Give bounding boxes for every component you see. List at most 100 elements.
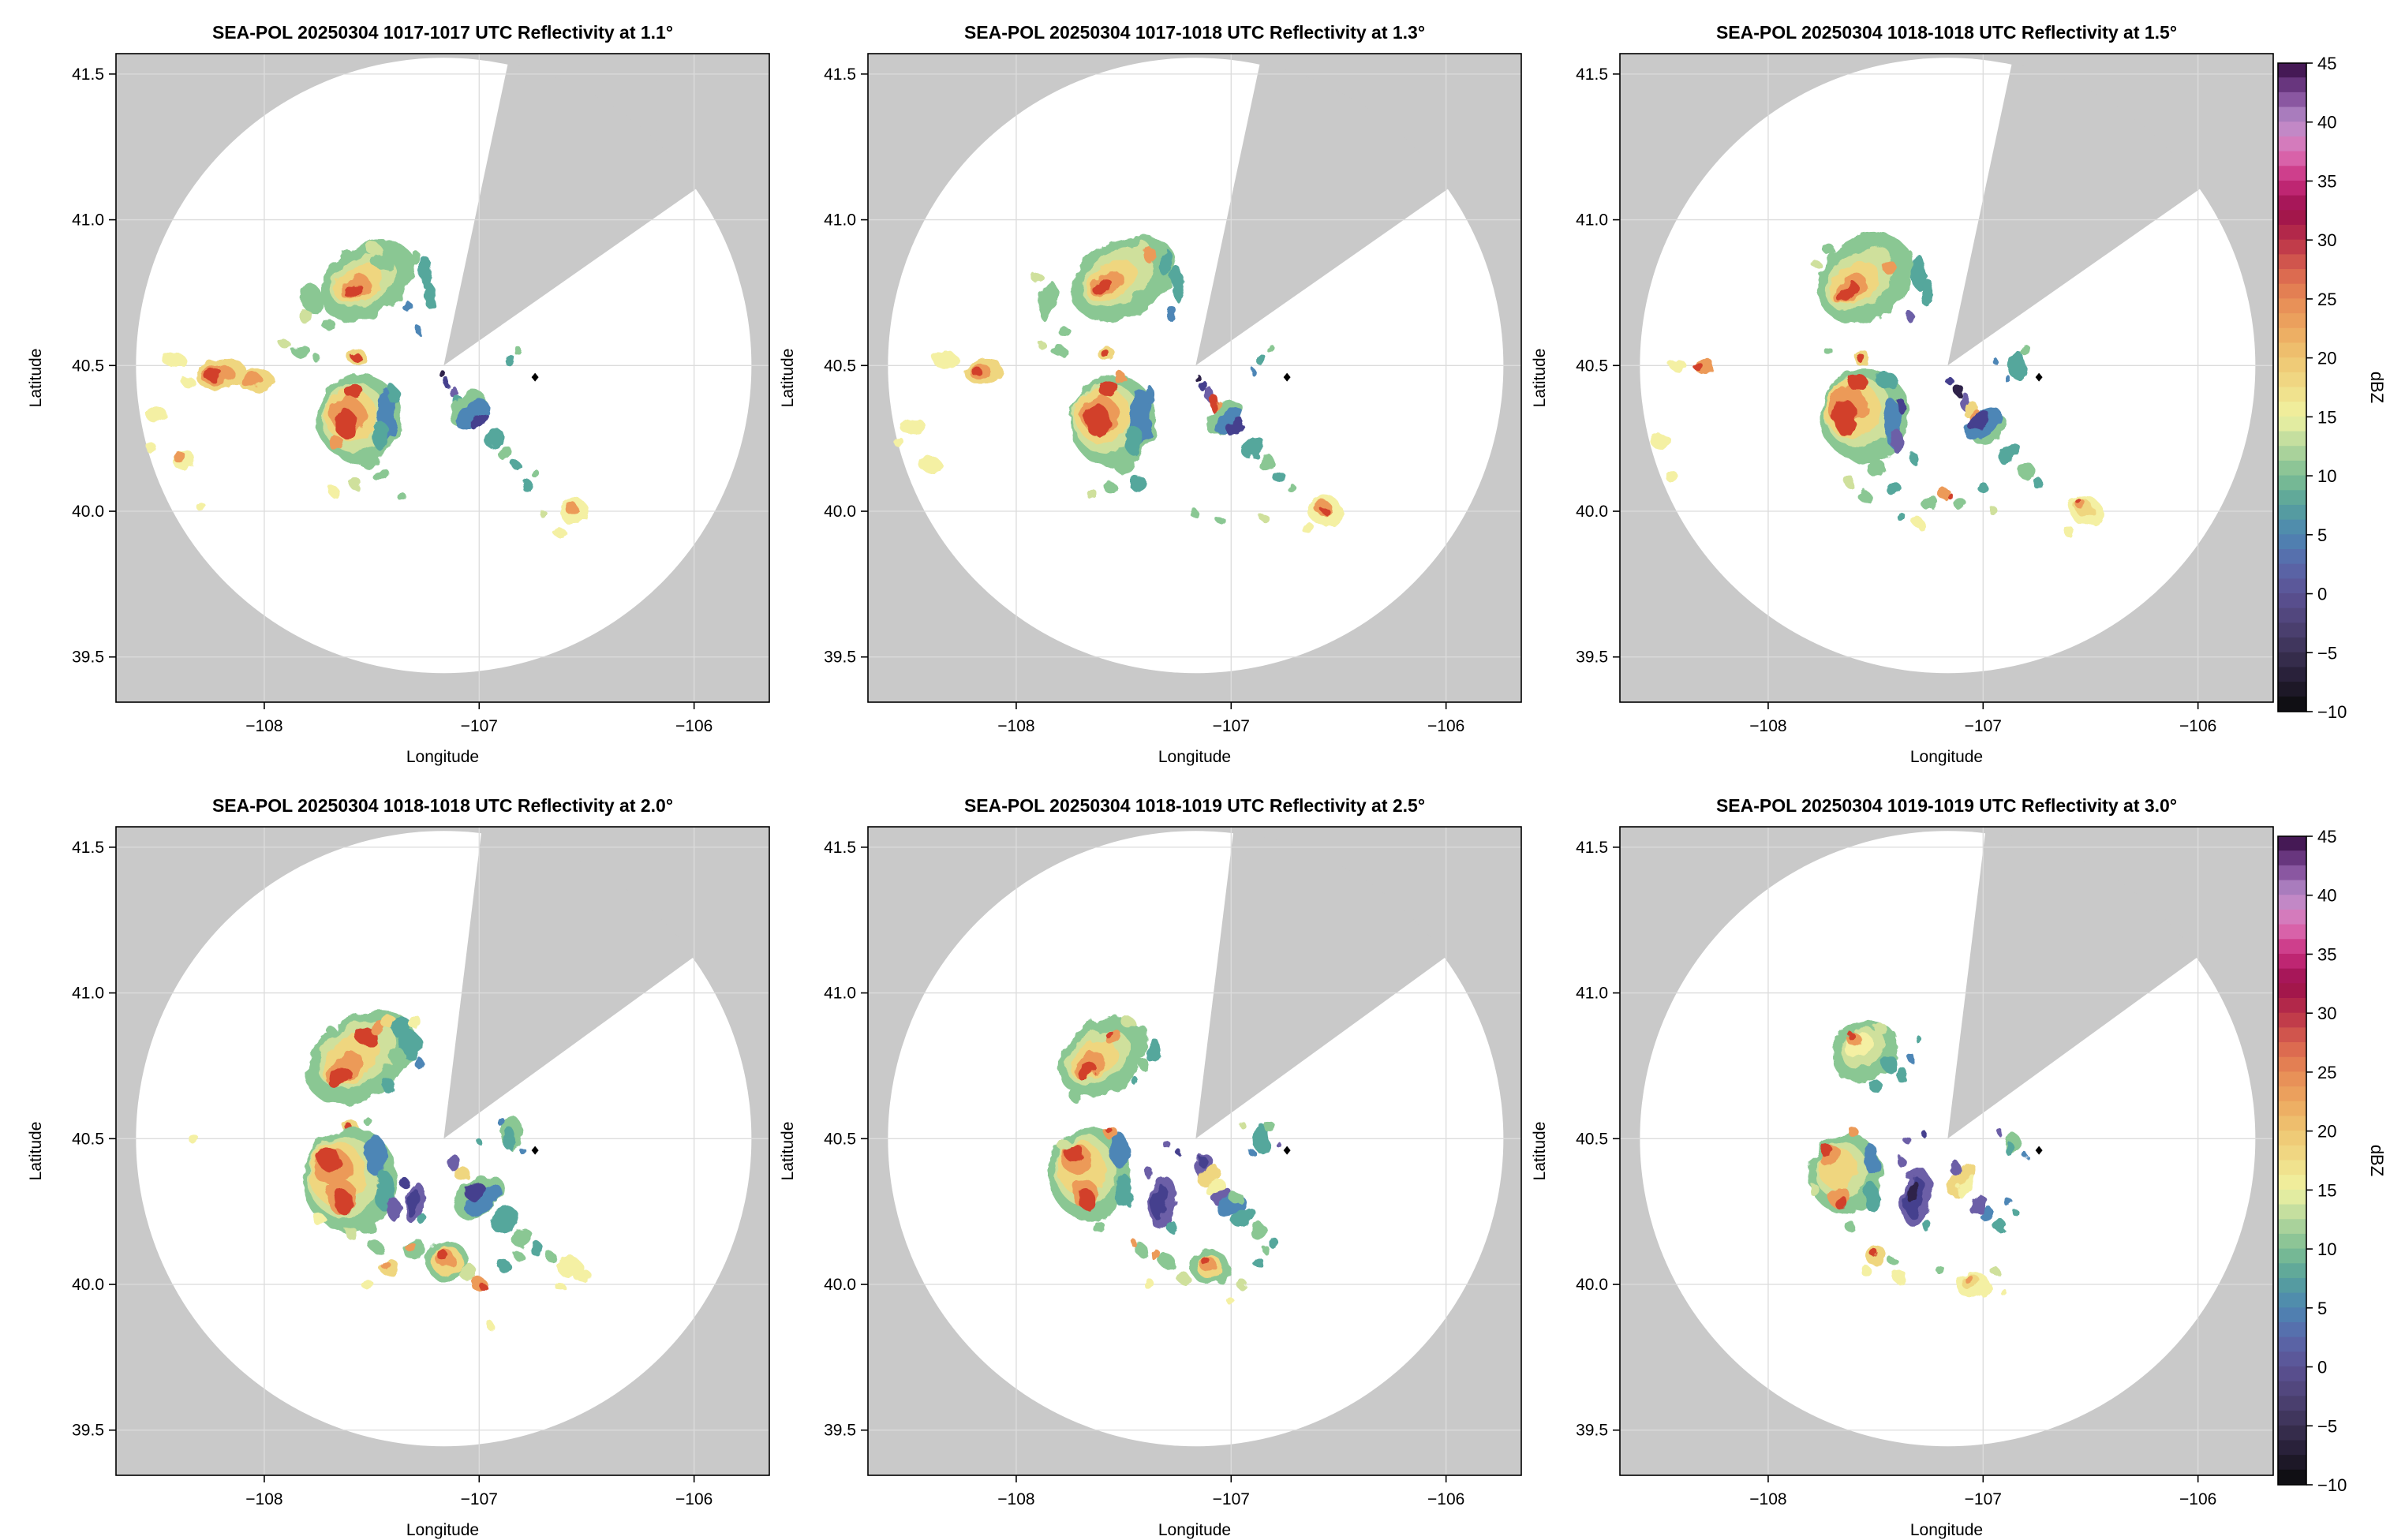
colorbar-swatch xyxy=(2278,195,2306,211)
colorbar-swatch xyxy=(2278,446,2306,462)
colorbar-swatch xyxy=(2278,402,2306,417)
echo-blob xyxy=(2008,350,2026,380)
echo-layer xyxy=(144,241,589,537)
echo-blob xyxy=(1113,455,1135,473)
colorbar-axis-label: dBZ xyxy=(2367,1145,2387,1176)
echo-blob xyxy=(1255,353,1267,366)
echo-blob xyxy=(322,319,335,331)
x-tick-label: −108 xyxy=(1749,717,1786,735)
echo-blob xyxy=(1032,272,1043,284)
echo-blob xyxy=(1921,278,1934,308)
colorbar-border xyxy=(2277,62,2307,712)
colorbar-swatch xyxy=(2278,549,2306,565)
colorbar-swatch xyxy=(2278,490,2306,506)
echo-blob xyxy=(540,510,548,518)
echo-blob xyxy=(366,243,382,255)
echo-blob xyxy=(454,1166,469,1181)
colorbar-swatch xyxy=(2278,313,2306,329)
echo-blob xyxy=(513,1250,523,1260)
echo-blob xyxy=(1837,282,1859,303)
x-axis-label: Longitude xyxy=(1910,1521,1983,1539)
colorbar-swatch xyxy=(2278,1042,2306,1058)
echo-blob xyxy=(503,353,515,366)
echo-blob xyxy=(1261,1245,1270,1254)
colorbar-swatch xyxy=(2278,939,2306,955)
echo-blob xyxy=(1989,506,1999,516)
echo-blob xyxy=(437,1250,448,1261)
blocked-sector-wedge xyxy=(1195,832,1446,1139)
echo-blob xyxy=(1849,374,1868,392)
colorbar-swatch xyxy=(2278,1116,2306,1132)
echo-blob xyxy=(1906,1052,1914,1062)
y-tick-label: 41.0 xyxy=(824,985,856,1003)
echo-blob xyxy=(1810,1185,1821,1198)
panel-title: SEA-POL 20250304 1018-1019 UTC Reflectiv… xyxy=(963,795,1426,816)
echo-blob xyxy=(195,500,205,510)
echo-blob xyxy=(564,502,579,514)
echo-blob xyxy=(1115,1173,1133,1209)
echo-blob xyxy=(1894,1067,1908,1082)
colorbar-tick-label: 5 xyxy=(2317,1299,2327,1318)
echo-blob xyxy=(1994,1220,2007,1232)
echo-blob xyxy=(1954,499,1969,512)
colorbar-swatch xyxy=(2278,1455,2306,1471)
echo-blob xyxy=(1086,488,1098,499)
radar-location-marker xyxy=(2035,1146,2043,1155)
x-tick-label: −108 xyxy=(997,717,1034,735)
echo-blob xyxy=(399,1176,409,1189)
colorbar-swatch xyxy=(2278,534,2306,550)
echo-blob xyxy=(1669,359,1687,372)
echo-blob xyxy=(1139,1060,1151,1072)
colorbar-swatch xyxy=(2278,519,2306,536)
echo-blob xyxy=(1832,400,1859,435)
echo-blob xyxy=(1865,237,1877,249)
echo-blob xyxy=(1104,482,1117,494)
echo-blob xyxy=(1848,1033,1857,1041)
echo-blob xyxy=(1921,494,1939,511)
y-tick-label: 41.5 xyxy=(1576,839,1608,857)
colorbar-swatch xyxy=(2278,1307,2306,1323)
colorbar-swatch xyxy=(2278,1440,2306,1456)
echo-blob xyxy=(1967,411,1990,431)
echo-blob xyxy=(372,421,389,450)
echo-blob xyxy=(1098,379,1119,398)
echo-blob xyxy=(932,350,959,368)
echo-blob xyxy=(479,1284,488,1291)
echo-blob xyxy=(1194,372,1200,382)
colorbar-tick-label: 30 xyxy=(2317,230,2336,250)
colorbar-border xyxy=(2277,835,2307,1486)
echo-blob xyxy=(415,326,423,335)
panel-title: SEA-POL 20250304 1018-1018 UTC Reflectiv… xyxy=(211,795,674,816)
echo-blob xyxy=(484,428,505,448)
colorbar-swatch xyxy=(2278,1336,2306,1353)
y-tick-label: 40.0 xyxy=(1576,503,1608,521)
colorbar-tick-label: 35 xyxy=(2317,171,2336,191)
echo-blob xyxy=(1232,1206,1256,1228)
echo-blob xyxy=(1997,1129,2004,1137)
echo-blob xyxy=(1152,1185,1169,1220)
colorbar-swatch xyxy=(2278,269,2306,285)
y-tick-label: 41.0 xyxy=(1576,985,1608,1003)
colorbar-swatch xyxy=(2278,895,2306,910)
echo-blob xyxy=(1165,1220,1176,1232)
echo-blob xyxy=(1158,243,1167,255)
echo-blob xyxy=(465,1182,485,1200)
colorbar-swatch xyxy=(2278,652,2306,668)
echo-blob xyxy=(497,446,513,460)
echo-blob xyxy=(1859,1264,1871,1276)
echo-blob xyxy=(1287,483,1296,493)
echo-layer xyxy=(1650,233,2104,537)
colorbar-tick-label: 20 xyxy=(2317,349,2336,368)
echo-blob xyxy=(1915,1036,1922,1044)
echo-blob xyxy=(1873,1022,1887,1034)
echo-blob xyxy=(1871,245,1889,264)
echo-blob xyxy=(1064,1144,1084,1162)
y-axis-label: Latitude xyxy=(27,1122,45,1181)
radar-location-marker xyxy=(1283,1146,1291,1155)
colorbar-swatch xyxy=(2278,298,2306,315)
y-tick-label: 41.5 xyxy=(824,839,856,857)
echo-blob xyxy=(1650,434,1672,449)
y-axis-label: Latitude xyxy=(1531,349,1549,408)
echo-blob xyxy=(439,370,446,379)
colorbar-swatch xyxy=(2278,1277,2306,1294)
